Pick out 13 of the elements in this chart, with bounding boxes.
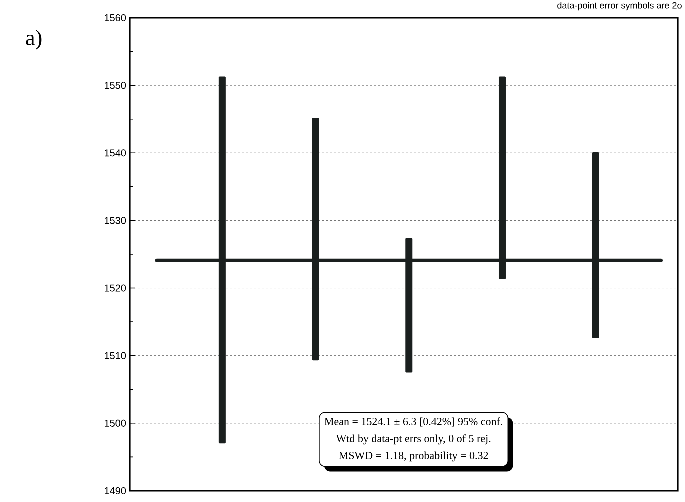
y-tick-label: 1490 — [104, 487, 126, 495]
annotation: MSWD = 1.18, probability = 0.32 — [339, 452, 488, 462]
y-tick-label: 1510 — [104, 352, 126, 360]
text: data-point error symbols are 2σ — [558, 2, 683, 11]
y-tick-label: 1520 — [104, 284, 126, 292]
y-tick-label: 1530 — [104, 217, 126, 224]
y-tick-label: 1560 — [104, 14, 126, 22]
y-tick-label: 1550 — [104, 82, 126, 90]
annotation: Wtd by data-pt errs only, 0 of 5 rej. — [336, 434, 491, 445]
annotation: Mean = 1524.1 ± 6.3 [0.42%] 95% conf. — [324, 418, 502, 427]
y-tick-label: 1500 — [104, 420, 126, 427]
text: a) — [26, 30, 42, 50]
y-tick-label: 1540 — [104, 150, 126, 157]
